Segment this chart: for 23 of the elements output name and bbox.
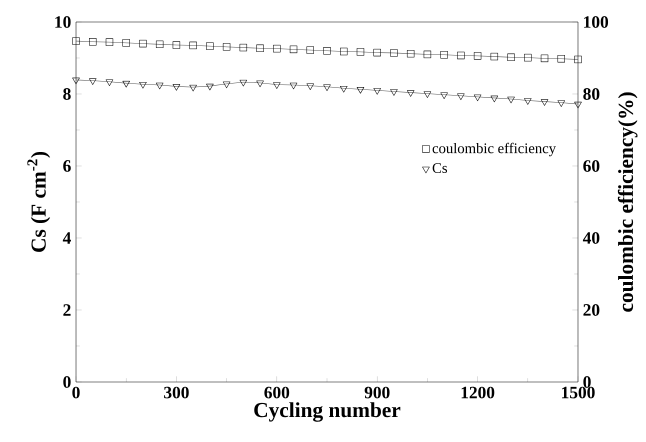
y2-tick-label: 40 [582, 232, 600, 244]
x-axis-title: Cycling number [254, 402, 400, 422]
x-tick-label: 600 [264, 386, 290, 398]
y-tick-label: 2 [63, 304, 71, 316]
y2-tick-label: 80 [583, 88, 600, 100]
y-axis-title: Cs (F cm$^{-2}$) [27, 152, 50, 252]
y2-axis-title: coulombic efficiency(%) [618, 92, 638, 312]
x-tick-label: 1500 [562, 386, 595, 398]
y-tick-label: 0 [63, 376, 71, 388]
x-tick-label: 1200 [462, 386, 494, 398]
x-tick-label: 300 [164, 386, 189, 398]
y2-tick-label: 20 [583, 304, 600, 316]
y-tick-label: 6 [63, 160, 71, 172]
y-tick-label: 8 [63, 88, 71, 100]
y2-tick-label: 60 [583, 160, 600, 172]
y-tick-label: 10 [55, 16, 71, 28]
y2-tick-label: 100 [584, 16, 608, 28]
legend-label: Cs [432, 163, 448, 173]
y-tick-label: 4 [62, 232, 71, 244]
legend-label: coulombic efficiency [432, 142, 556, 156]
y2-tick-label: 0 [583, 376, 591, 388]
x-tick-label: 0 [72, 386, 80, 398]
x-tick-label: 900 [364, 386, 390, 398]
